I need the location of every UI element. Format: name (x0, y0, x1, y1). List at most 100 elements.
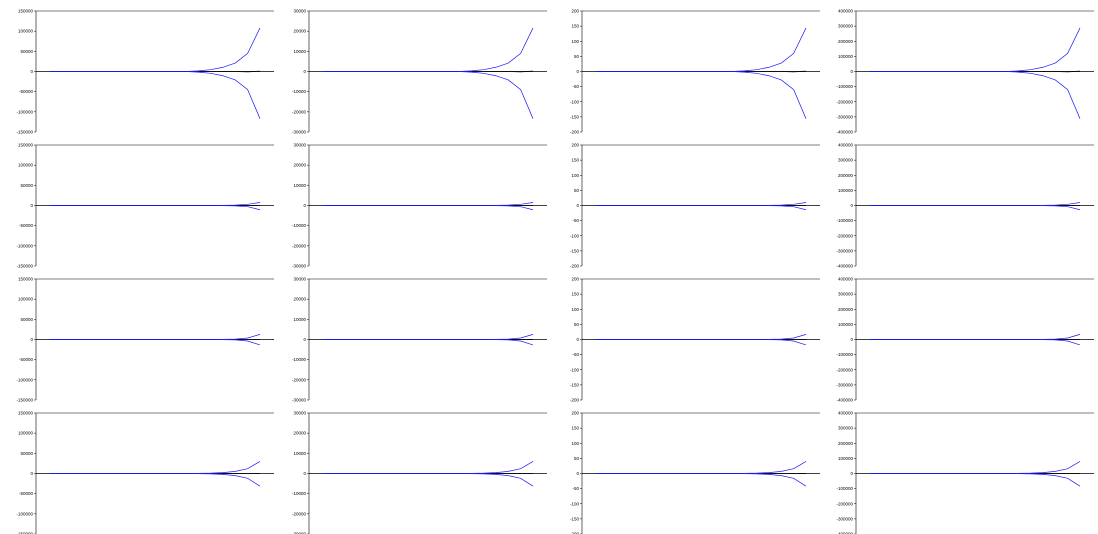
y-tick-label: 50000 (20, 49, 33, 54)
y-tick-label: -100000 (16, 511, 33, 516)
upper-band-line (323, 27, 534, 72)
y-tick-label: 400000 (838, 9, 854, 14)
lower-band-line (870, 339, 1081, 346)
y-tick-label: 20000 (293, 29, 306, 34)
y-tick-label: 200000 (838, 173, 854, 178)
y-tick-label: 50 (574, 188, 580, 193)
y-tick-label: -100000 (16, 377, 33, 382)
y-tick-label: 20000 (293, 431, 306, 436)
upper-band-line (870, 202, 1081, 206)
y-tick-label: 0 (850, 337, 853, 342)
y-tick-label: 200 (571, 9, 579, 14)
chart-panel-r1-c4: 400000 300000 200000 100000 0 -100000 -200000 -… (836, 9, 1094, 135)
y-tick-label: -50 (572, 84, 579, 89)
y-tick-label: -20000 (292, 377, 307, 382)
y-tick-label: -300000 (836, 516, 853, 521)
y-tick-label: -200000 (836, 99, 853, 104)
y-tick-label: -100000 (16, 109, 33, 114)
y-tick-label: 0 (850, 471, 853, 476)
y-tick-label: 150000 (18, 143, 34, 148)
y-tick-label: 0 (576, 203, 579, 208)
y-tick-label: 100 (571, 441, 579, 446)
y-tick-label: -100 (570, 99, 580, 104)
y-tick-label: 30000 (293, 411, 306, 416)
y-tick-label: 10000 (293, 451, 306, 456)
chart-panel-r3-c1: 150000 100000 50000 0 -50000 -100000 -150000 (16, 277, 274, 403)
y-tick-label: -50 (572, 486, 579, 491)
chart-panel-r4-c3: 200 150 100 50 0 -50 -100 -150 -200 (570, 411, 820, 534)
lower-band-line (596, 71, 807, 119)
y-tick-label: 150 (571, 158, 579, 163)
upper-band-line (50, 461, 261, 474)
y-tick-label: 200000 (838, 39, 854, 44)
y-tick-label: 100000 (18, 29, 34, 34)
chart-panel-r1-c1: 150000 100000 50000 0 -50000 -100000 -150000 (16, 9, 274, 135)
lower-band-line (596, 205, 807, 211)
y-tick-label: 20000 (293, 163, 306, 168)
y-tick-label: 50000 (20, 183, 33, 188)
y-tick-label: 300000 (838, 426, 854, 431)
y-tick-label: -200000 (836, 501, 853, 506)
y-tick-label: -400000 (836, 130, 853, 135)
y-tick-label: 0 (576, 69, 579, 74)
y-tick-label: -200000 (836, 233, 853, 238)
y-tick-label: -100000 (836, 486, 853, 491)
y-tick-label: 400000 (838, 411, 854, 416)
y-tick-label: 50 (574, 54, 580, 59)
upper-band-line (50, 334, 261, 340)
y-tick-label: 100000 (18, 163, 34, 168)
y-tick-label: -150000 (16, 130, 33, 135)
y-tick-label: 200000 (838, 307, 854, 312)
y-tick-label: -30000 (292, 398, 307, 403)
y-tick-label: -150000 (16, 398, 33, 403)
upper-band-line (870, 334, 1081, 340)
y-tick-label: 100 (571, 307, 579, 312)
y-tick-label: -200 (570, 532, 580, 534)
y-tick-label: -200000 (836, 367, 853, 372)
y-tick-label: -10000 (292, 491, 307, 496)
y-tick-label: 0 (30, 337, 33, 342)
y-tick-label: 150000 (18, 9, 34, 14)
y-tick-label: 100000 (838, 322, 854, 327)
y-tick-label: 300000 (838, 24, 854, 29)
y-tick-label: 200 (571, 143, 579, 148)
y-tick-label: -20000 (292, 243, 307, 248)
y-tick-label: -10000 (292, 89, 307, 94)
y-tick-label: -100 (570, 233, 580, 238)
y-tick-label: -400000 (836, 264, 853, 269)
lower-band-line (50, 71, 261, 119)
y-tick-label: 150 (571, 24, 579, 29)
y-tick-label: -150000 (16, 532, 33, 534)
lower-band-line (870, 71, 1081, 119)
upper-band-line (50, 202, 261, 206)
y-tick-label: 0 (303, 69, 306, 74)
y-tick-label: 150000 (18, 411, 34, 416)
y-tick-label: 100 (571, 173, 579, 178)
y-tick-label: 200 (571, 411, 579, 416)
y-tick-label: 10000 (293, 317, 306, 322)
y-tick-label: -300000 (836, 114, 853, 119)
y-tick-label: -10000 (292, 223, 307, 228)
y-tick-label: 150000 (18, 277, 34, 282)
chart-panel-r3-c3: 200 150 100 50 0 -50 -100 -150 -200 (570, 277, 820, 403)
y-tick-label: 0 (30, 69, 33, 74)
y-tick-label: 20000 (293, 297, 306, 302)
y-tick-label: 100000 (838, 456, 854, 461)
y-tick-label: -50 (572, 218, 579, 223)
lower-band-line (50, 205, 261, 211)
lower-band-line (323, 71, 534, 119)
y-tick-label: -150 (570, 516, 580, 521)
lower-band-line (596, 473, 807, 487)
y-tick-label: -10000 (292, 357, 307, 362)
y-tick-label: 0 (850, 69, 853, 74)
y-tick-label: 0 (303, 203, 306, 208)
y-tick-label: 100 (571, 39, 579, 44)
y-tick-label: 150 (571, 292, 579, 297)
upper-band-line (870, 27, 1081, 72)
y-tick-label: -400000 (836, 532, 853, 534)
lower-band-line (323, 473, 534, 487)
y-tick-label: 0 (30, 471, 33, 476)
y-tick-label: -50000 (19, 357, 34, 362)
lower-band-line (596, 339, 807, 346)
chart-panel-r2-c4: 400000 300000 200000 100000 0 -100000 -200000 -… (836, 143, 1094, 269)
